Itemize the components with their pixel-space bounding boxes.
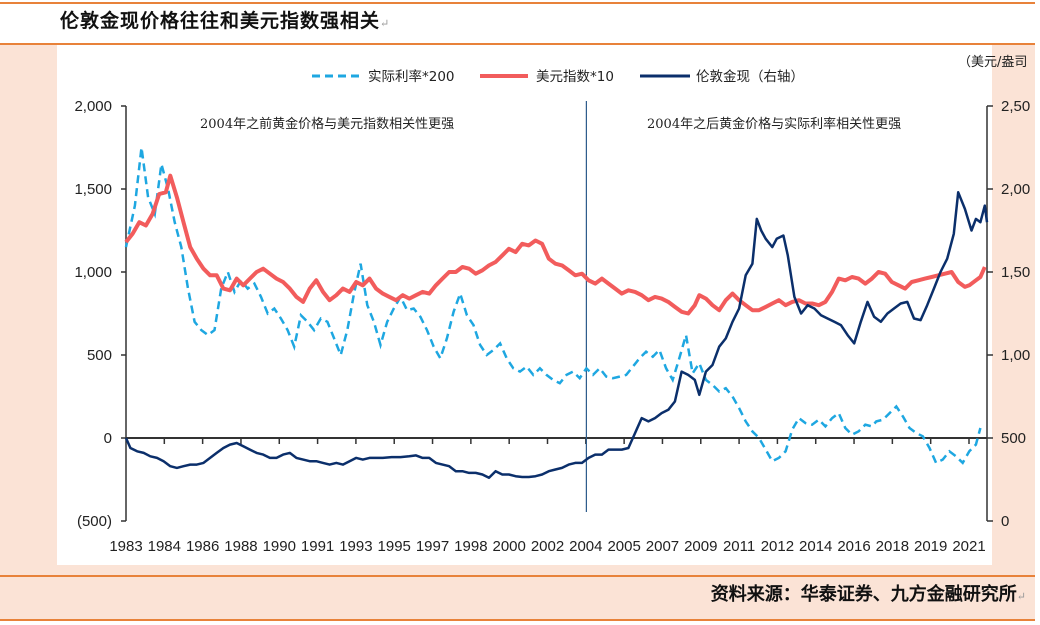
x-axis-tick-label: 1995 <box>378 538 411 555</box>
annotation-before-2004: 2004年之前黄金价格与美元指数相关性更强 <box>200 116 454 132</box>
series-line-dollar-index <box>124 173 987 316</box>
x-axis-tick-label: 1990 <box>263 538 296 555</box>
x-axis-tick-label: 2018 <box>876 538 909 555</box>
title-bottom-rule <box>0 43 1035 45</box>
x-axis-tick-label: 2012 <box>761 538 794 555</box>
right-axis-tick-label: 1,50 <box>1001 264 1030 281</box>
paragraph-mark: ↵ <box>1016 590 1026 603</box>
x-axis-tick-label: 1998 <box>454 538 487 555</box>
page-title: 伦敦金现价格往往和美元指数强相关↵ <box>60 6 390 33</box>
x-axis-tick-label: 1984 <box>148 538 181 555</box>
source-note: 资料来源：华泰证券、九方金融研究所↵ <box>711 580 1026 606</box>
right-axis-tick-label: 1,00 <box>1001 347 1030 364</box>
footer-top-rule <box>0 575 1035 577</box>
footer-bottom-rule <box>0 619 1035 621</box>
left-axis-tick-label: 2,000 <box>74 98 112 115</box>
x-axis-tick-label: 1993 <box>339 538 372 555</box>
right-axis-tick-label: 500 <box>1001 430 1026 447</box>
x-axis-tick-label: 2007 <box>646 538 679 555</box>
paragraph-mark: ↵ <box>380 17 391 30</box>
left-axis-tick-label: 500 <box>87 347 112 364</box>
x-axis-tick-label: 2021 <box>952 538 985 555</box>
right-axis-tick-label: 2,50 <box>1001 98 1030 115</box>
x-axis-tick-label: 2014 <box>799 538 832 555</box>
top-rule <box>0 2 1035 4</box>
left-axis-tick-label: 1,000 <box>74 264 112 281</box>
left-axis-tick-label: (500) <box>77 513 112 530</box>
legend-label-dollar-index: 美元指数*10 <box>536 69 614 85</box>
legend-label-gold: 伦敦金现（右轴） <box>696 69 804 85</box>
source-text: 资料来源：华泰证券、九方金融研究所 <box>710 584 1017 605</box>
left-axis-ticks: (500) 0 500 1,000 1,500 2,000 <box>74 98 126 530</box>
x-axis-tick-label: 2016 <box>837 538 870 555</box>
right-axis-tick-label: 0 <box>1001 513 1009 530</box>
left-axis-tick-label: 0 <box>104 430 112 447</box>
chart-plot-background <box>57 45 992 565</box>
x-axis-tick-label: 1997 <box>416 538 449 555</box>
x-axis-ticks: 1983 1984 1986 1988 1990 1991 1993 1995 1997 1998… <box>109 438 986 555</box>
legend-label-real-rate: 实际利率*200 <box>368 68 455 85</box>
series-line-gold-price <box>124 191 989 480</box>
annotation-after-2004: 2004年之后黄金价格与实际利率相关性更强 <box>647 116 901 132</box>
x-axis-tick-label: 2019 <box>914 538 947 555</box>
right-axis-tick-label: 2,00 <box>1001 181 1030 198</box>
page-title-text: 伦敦金现价格往往和美元指数强相关 <box>60 10 381 32</box>
x-axis-tick-label: 1988 <box>224 538 257 555</box>
x-axis-tick-label: 2002 <box>531 538 564 555</box>
unit-label: （美元/盎司 <box>958 55 1027 70</box>
x-axis-tick-label: 1986 <box>186 538 219 555</box>
x-axis-tick-label: 2005 <box>607 538 640 555</box>
x-axis-tick-label: 1991 <box>301 538 334 555</box>
source-band <box>0 577 1035 619</box>
right-axis-ticks: 0 500 1,00 1,50 2,00 2,50 <box>987 98 1030 530</box>
x-axis-tick-label: 1983 <box>109 538 142 555</box>
x-axis-tick-label: 2011 <box>723 538 755 555</box>
series-line-real-rate <box>124 147 982 465</box>
legend: 实际利率*200 美元指数*10 伦敦金现（右轴） <box>312 68 804 85</box>
x-axis-tick-label: 2009 <box>684 538 717 555</box>
x-axis-tick-label: 2004 <box>569 538 602 555</box>
x-axis-tick-label: 2000 <box>492 538 525 555</box>
left-axis-tick-label: 1,500 <box>74 181 112 198</box>
